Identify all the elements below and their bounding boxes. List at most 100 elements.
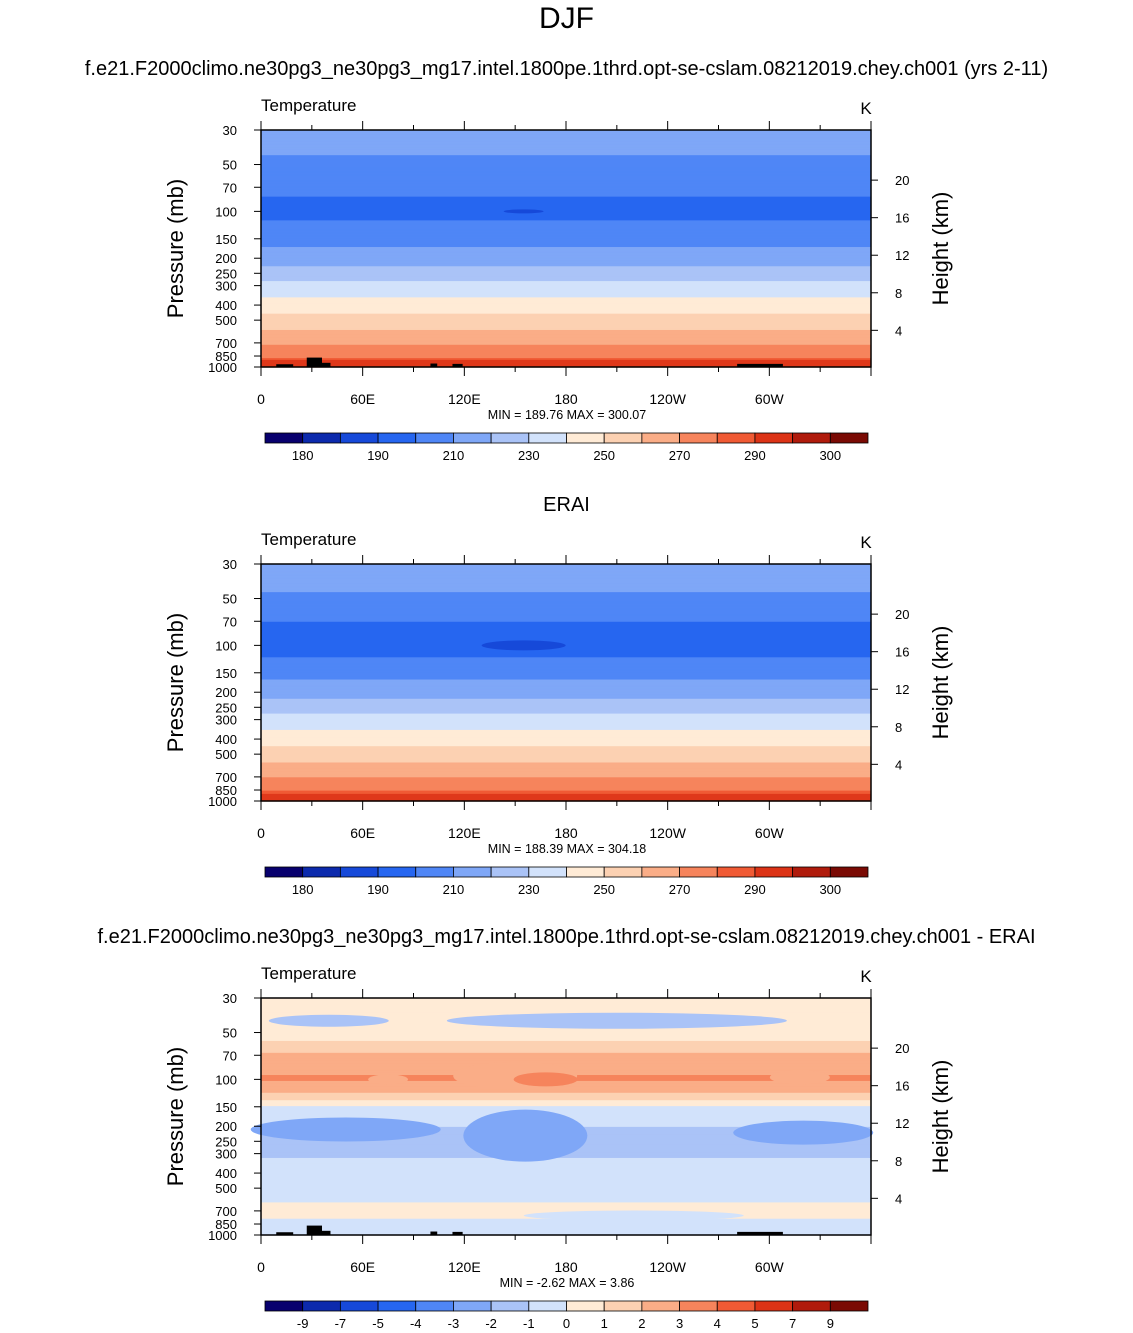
contour-band (261, 1089, 871, 1092)
contour-band (261, 1157, 871, 1161)
contour-band (261, 356, 871, 359)
colorbar-box (829, 866, 869, 878)
contour-band (261, 1203, 871, 1206)
contour-band (261, 633, 871, 636)
contour-band (261, 269, 871, 272)
contour-band (261, 743, 871, 746)
y2-tick-label: 8 (895, 286, 902, 301)
y-tick-label: 300 (215, 1147, 237, 1162)
contour-band (261, 227, 871, 230)
contour-band (261, 595, 871, 598)
contour-band (261, 254, 871, 257)
contour-band (261, 658, 871, 661)
colorbar-label: 210 (443, 448, 465, 463)
colorbar-label: -2 (485, 1316, 497, 1331)
contour-band (261, 635, 871, 638)
colorbar-box (528, 866, 567, 878)
x-tick-label: 0 (257, 391, 265, 407)
contour-band (261, 590, 871, 593)
contour-band (261, 285, 871, 288)
y2-axis-label: Height (km) (928, 192, 953, 306)
contour-band (261, 282, 871, 285)
case-title: f.e21.F2000climo.ne30pg3_ne30pg3_mg17.in… (84, 58, 1049, 80)
contour-band (261, 190, 871, 193)
min-max-label: MIN = -2.62 MAX = 3.86 (500, 1276, 635, 1290)
colorbar-label: 4 (714, 1316, 721, 1331)
contour-band (261, 710, 871, 713)
contour-band (261, 1221, 871, 1224)
contour-band (261, 700, 871, 703)
colorbar-box (754, 866, 794, 878)
contour-band (261, 701, 871, 704)
contour-band (261, 1166, 871, 1169)
topography (322, 1230, 331, 1235)
contour-band (261, 646, 871, 650)
contour-band (261, 768, 871, 771)
contour-band (261, 1195, 871, 1198)
contour-band (261, 1230, 871, 1233)
y-tick-label: 100 (215, 1072, 237, 1087)
topography (306, 1225, 322, 1235)
contour-band (261, 186, 871, 189)
colorbar-box (415, 432, 454, 444)
contour-band (261, 332, 871, 336)
contour-band (261, 1000, 871, 1004)
colorbar-box (679, 866, 718, 878)
contour-band (261, 673, 871, 676)
contour-band (261, 1180, 871, 1183)
contour-band (261, 713, 871, 716)
contour-band (261, 755, 871, 758)
contour-band (261, 621, 871, 624)
contour-band (261, 681, 871, 684)
contour-band (261, 1003, 871, 1006)
contour-band (261, 244, 871, 247)
contour-band (261, 224, 871, 227)
colorbar-label: -9 (297, 1316, 309, 1331)
contour-band (261, 629, 871, 632)
contour-band (261, 581, 871, 584)
contour-band (261, 778, 871, 781)
contour-band (261, 685, 871, 688)
contour-band (261, 648, 871, 651)
contour-band (261, 614, 871, 617)
x-tick-label: 180 (554, 391, 578, 407)
contour-band (261, 599, 871, 602)
contour-band (261, 146, 871, 149)
y-tick-label: 500 (215, 313, 237, 328)
contour-band (261, 301, 871, 304)
contour-band (261, 165, 871, 168)
contour-band (261, 1223, 871, 1226)
contour-band (261, 1088, 871, 1091)
y-tick-label: 50 (223, 592, 237, 607)
contour-band (261, 1113, 871, 1116)
contour-band (261, 765, 871, 768)
contour-band (261, 642, 871, 645)
contour-band (261, 195, 871, 198)
contour-band (261, 169, 871, 173)
colorbar-label: 180 (292, 448, 314, 463)
contour-band (261, 1197, 871, 1201)
contour-band (261, 615, 871, 618)
contour-band (261, 211, 871, 214)
field-label: Temperature (261, 530, 356, 549)
contour-band (261, 207, 871, 210)
colorbar-box (490, 866, 530, 878)
contour-band (261, 251, 871, 254)
contour-band (261, 1162, 871, 1165)
contour-band (261, 657, 871, 660)
contour-band (261, 1174, 871, 1177)
x-tick-label: 180 (554, 825, 578, 841)
x-tick-label: 60W (755, 825, 785, 841)
contour-band (261, 135, 871, 139)
contour-band (261, 1051, 871, 1054)
contour-band (261, 192, 871, 195)
contour-band (261, 584, 871, 587)
contour-band (261, 162, 871, 165)
contour-band (261, 712, 871, 715)
colorbar-box (679, 432, 718, 444)
colorbar-box (302, 432, 341, 444)
colorbar-label: 9 (827, 1316, 834, 1331)
contour-band (261, 728, 871, 731)
contour-band (261, 1224, 871, 1227)
